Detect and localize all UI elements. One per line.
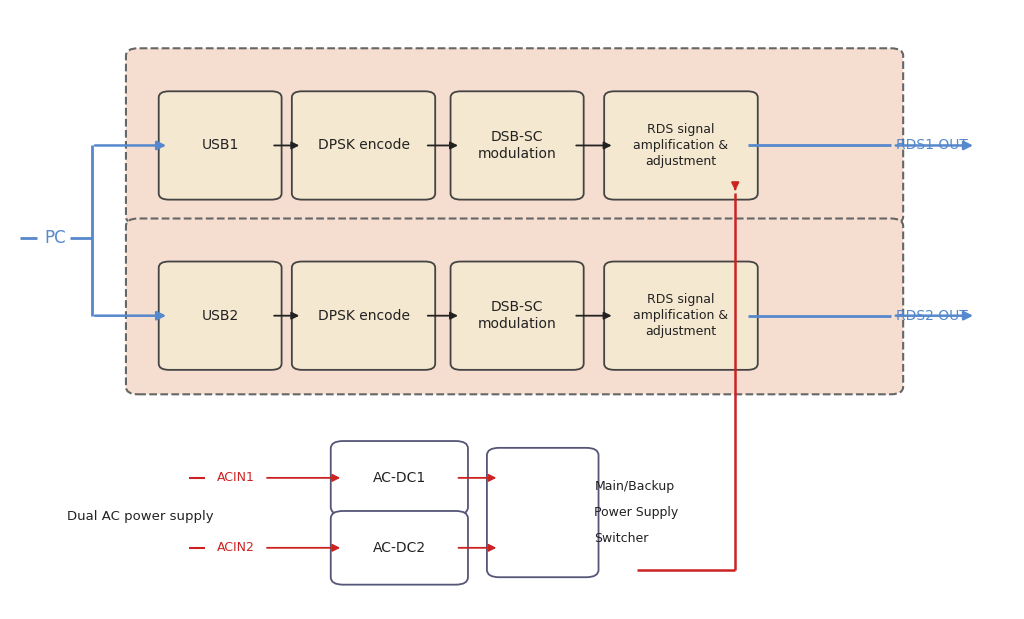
Text: DPSK encode: DPSK encode bbox=[317, 309, 410, 322]
FancyBboxPatch shape bbox=[159, 262, 282, 370]
Text: RDS1 OUT: RDS1 OUT bbox=[896, 139, 968, 152]
FancyBboxPatch shape bbox=[451, 262, 584, 370]
Text: DSB-SC
modulation: DSB-SC modulation bbox=[478, 130, 556, 161]
FancyBboxPatch shape bbox=[331, 511, 468, 584]
FancyBboxPatch shape bbox=[487, 448, 598, 577]
Text: RDS2 OUT: RDS2 OUT bbox=[896, 309, 968, 322]
Text: PC: PC bbox=[44, 229, 66, 248]
Text: Main/Backup: Main/Backup bbox=[594, 480, 675, 493]
Text: ACIN1: ACIN1 bbox=[217, 471, 254, 485]
Text: AC-DC2: AC-DC2 bbox=[373, 541, 426, 555]
FancyBboxPatch shape bbox=[159, 92, 282, 199]
FancyBboxPatch shape bbox=[126, 48, 903, 224]
FancyBboxPatch shape bbox=[604, 92, 758, 199]
Text: DPSK encode: DPSK encode bbox=[317, 139, 410, 152]
Text: USB1: USB1 bbox=[202, 139, 239, 152]
FancyBboxPatch shape bbox=[331, 441, 468, 515]
FancyBboxPatch shape bbox=[451, 92, 584, 199]
Text: DSB-SC
modulation: DSB-SC modulation bbox=[478, 300, 556, 331]
Text: RDS signal
amplification &
adjustment: RDS signal amplification & adjustment bbox=[634, 123, 728, 168]
Text: Power Supply: Power Supply bbox=[594, 506, 679, 519]
Text: AC-DC1: AC-DC1 bbox=[373, 471, 426, 485]
FancyBboxPatch shape bbox=[292, 262, 435, 370]
Text: Dual AC power supply: Dual AC power supply bbox=[67, 510, 213, 524]
Text: RDS signal
amplification &
adjustment: RDS signal amplification & adjustment bbox=[634, 293, 728, 338]
FancyBboxPatch shape bbox=[604, 262, 758, 370]
Text: ACIN2: ACIN2 bbox=[217, 541, 254, 555]
Text: Switcher: Switcher bbox=[594, 532, 649, 545]
Text: USB2: USB2 bbox=[202, 309, 239, 322]
FancyBboxPatch shape bbox=[292, 92, 435, 199]
FancyBboxPatch shape bbox=[126, 219, 903, 394]
